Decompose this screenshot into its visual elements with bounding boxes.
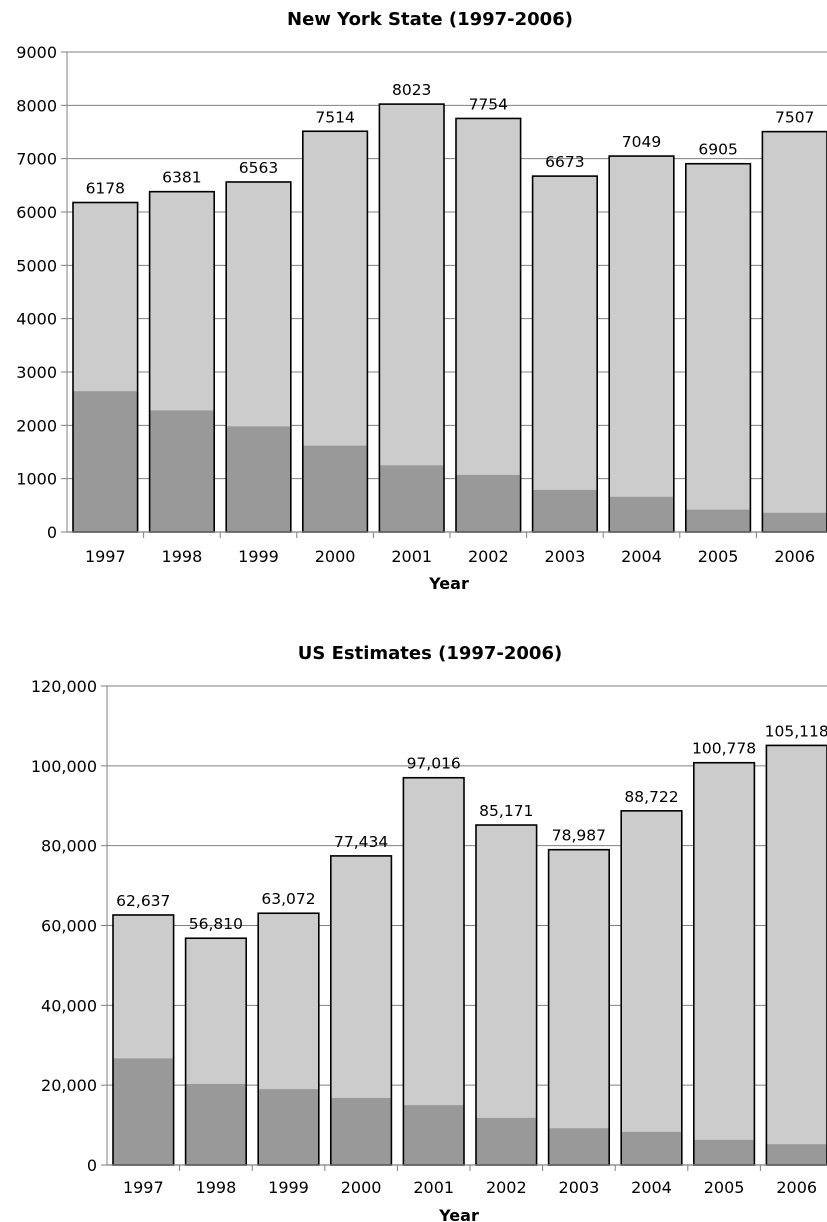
chart2-data-label: 88,722 xyxy=(624,788,678,806)
chart1-bar-total xyxy=(685,163,751,532)
chart1-ytick-label: 0 xyxy=(47,523,57,542)
chart2-data-label: 97,016 xyxy=(407,755,461,773)
chart1-bar-total xyxy=(456,118,521,532)
chart2-xtick-label: 2005 xyxy=(704,1178,745,1197)
chart1-bar-lower xyxy=(456,474,521,532)
chart1-data-label: 6905 xyxy=(698,141,737,159)
chart1-ytick-label: 5000 xyxy=(16,256,57,275)
chart2-data-label: 77,434 xyxy=(334,833,388,851)
chart2-data-label: 85,171 xyxy=(479,802,533,820)
chart1-xtick-label: 2002 xyxy=(468,547,509,566)
chart1-bar-lower xyxy=(149,410,215,532)
chart1-bar-total xyxy=(762,131,827,533)
chart1-data-label: 6673 xyxy=(545,153,584,171)
chart2-bar-lower xyxy=(258,1089,319,1165)
chart1-bar-lower xyxy=(762,512,827,532)
chart2-ytick-label: 0 xyxy=(87,1156,97,1175)
chart2-ytick-label: 100,000 xyxy=(31,757,97,776)
chart1-ytick-label: 6000 xyxy=(16,203,57,222)
chart1-ytick-label: 4000 xyxy=(16,310,57,329)
chart2-xtick-label: 2004 xyxy=(631,1178,672,1197)
chart1-bar-lower xyxy=(685,509,751,532)
chart1-data-label: 7754 xyxy=(469,95,508,113)
chart2-xtick-label: 1997 xyxy=(123,1178,164,1197)
chart2-data-label: 56,810 xyxy=(189,915,243,933)
chart2-bar-lower xyxy=(113,1058,174,1165)
chart2-bar-total xyxy=(693,762,755,1165)
chart2-bar-lower xyxy=(185,1083,247,1165)
chart1-data-label: 6178 xyxy=(86,180,125,198)
chart1-bar-lower xyxy=(532,489,598,532)
chart1-bar-lower xyxy=(226,426,291,532)
chart2-bar-total xyxy=(548,849,610,1165)
chart1-xtick-label: 2001 xyxy=(391,547,432,566)
chart2-ytick-label: 80,000 xyxy=(41,837,97,856)
chart1-data-label: 6563 xyxy=(239,159,278,177)
chart2-ytick-label: 40,000 xyxy=(41,996,97,1015)
chart2-xtick-label: 2003 xyxy=(559,1178,600,1197)
chart2-bar-total xyxy=(766,745,827,1165)
chart1-xtick-label: 1998 xyxy=(162,547,203,566)
chart1-xtick-label: 2004 xyxy=(621,547,662,566)
chart2-title: US Estimates (1997-2006) xyxy=(298,643,562,664)
chart1-ytick-label: 2000 xyxy=(16,416,57,435)
chart1-xtick-label: 2003 xyxy=(545,547,586,566)
chart2-ytick-label: 60,000 xyxy=(41,917,97,936)
chart2-xtick-label: 1998 xyxy=(196,1178,237,1197)
chart2-bar-total xyxy=(621,810,682,1165)
chart1-data-label: 6381 xyxy=(162,169,201,187)
chart2-bar-lower xyxy=(621,1131,682,1165)
chart2-data-label: 78,987 xyxy=(552,827,606,845)
chart2-bar-lower xyxy=(548,1128,610,1165)
chart1-bar-total xyxy=(379,104,444,533)
chart1-xtick-label: 1999 xyxy=(238,547,279,566)
chart1-xtick-label: 2000 xyxy=(315,547,356,566)
chart2-xtick-label: 2001 xyxy=(413,1178,454,1197)
chart1-data-label: 7507 xyxy=(775,109,814,127)
chart1-title: New York State (1997-2006) xyxy=(287,9,573,30)
chart1-bar-total xyxy=(532,176,598,532)
chart2-bar-total xyxy=(476,825,537,1165)
chart1-ytick-label: 7000 xyxy=(16,150,57,169)
chart2-data-label: 105,118 xyxy=(765,722,827,740)
chart2-data-label: 100,778 xyxy=(692,740,756,758)
chart2-bar-lower xyxy=(403,1105,464,1165)
chart2-xtick-label: 2000 xyxy=(341,1178,382,1197)
chart2-bar-lower xyxy=(330,1097,392,1165)
chart1-xtick-label: 1997 xyxy=(85,547,126,566)
chart2-xtick-label: 2006 xyxy=(776,1178,817,1197)
chart1-bar-lower xyxy=(302,445,368,532)
chart2-ytick-label: 120,000 xyxy=(31,677,97,696)
chart1-ytick-label: 9000 xyxy=(16,43,57,62)
chart2-ytick-label: 20,000 xyxy=(41,1076,97,1095)
chart1-data-label: 7514 xyxy=(315,108,354,126)
chart1-bar-lower xyxy=(379,465,444,532)
chart2-x-axis-title: Year xyxy=(438,1206,479,1222)
chart1-bar-total xyxy=(609,156,674,532)
chart1-data-label: 8023 xyxy=(392,81,431,99)
chart2-bar-total xyxy=(403,777,464,1165)
chart2-xtick-label: 1999 xyxy=(268,1178,309,1197)
chart2-data-label: 62,637 xyxy=(116,892,170,910)
chart2-data-label: 63,072 xyxy=(261,890,315,908)
chart2-bar-lower xyxy=(766,1144,827,1165)
chart1-bar-lower xyxy=(609,496,674,532)
chart2-bar-lower xyxy=(693,1139,755,1165)
chart1-ytick-label: 1000 xyxy=(16,470,57,489)
chart1-ytick-label: 8000 xyxy=(16,96,57,115)
chart1-xtick-label: 2005 xyxy=(698,547,739,566)
chart1-data-label: 7049 xyxy=(622,133,661,151)
chart1-x-axis-title: Year xyxy=(428,574,469,593)
chart1-xtick-label: 2006 xyxy=(774,547,815,566)
chart1-bar-lower xyxy=(73,391,138,532)
chart1-ytick-label: 3000 xyxy=(16,363,57,382)
chart2-xtick-label: 2002 xyxy=(486,1178,527,1197)
chart2-bar-lower xyxy=(476,1117,537,1165)
